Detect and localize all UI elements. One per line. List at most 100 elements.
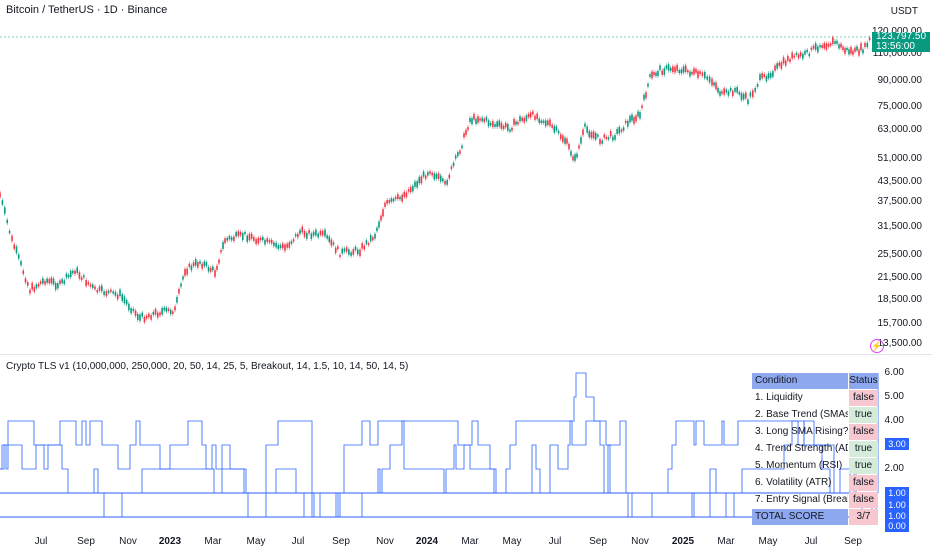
- candle-body: [772, 71, 774, 77]
- candle-body: [31, 282, 33, 290]
- candle-body: [562, 135, 564, 143]
- candle-body: [388, 200, 391, 203]
- candle-body: [471, 118, 473, 125]
- candle-body: [416, 181, 418, 188]
- candle-body: [612, 136, 614, 141]
- pane-divider[interactable]: [0, 354, 932, 355]
- candle-body: [804, 50, 806, 55]
- candle-body: [167, 308, 170, 311]
- candle-body: [315, 229, 317, 236]
- candle-body: [603, 134, 606, 138]
- indicator-tick: 4.00: [884, 415, 904, 426]
- candle-body: [332, 242, 335, 245]
- candle-body: [838, 44, 840, 49]
- candle-body: [823, 43, 826, 49]
- candle-body: [747, 99, 749, 105]
- candle-body: [281, 243, 284, 249]
- candle-body: [727, 91, 730, 96]
- condition-label: 2. Base Trend (SMAs): [755, 409, 848, 420]
- candle-body: [279, 244, 282, 249]
- candle-body: [184, 268, 186, 276]
- candle-body: [431, 172, 433, 176]
- candle-body: [559, 134, 562, 139]
- candle-body: [848, 49, 850, 55]
- price-tick: 18,500.00: [877, 294, 923, 305]
- candle-body: [186, 268, 188, 275]
- candle-body: [527, 113, 530, 118]
- candle-body: [494, 123, 496, 127]
- candle-body: [8, 230, 11, 234]
- candle-body: [255, 239, 257, 245]
- candle-body: [778, 62, 781, 66]
- table-row: 3. Long SMA Rising? false: [752, 424, 878, 441]
- candle-body: [507, 124, 509, 131]
- candle-body: [268, 239, 271, 243]
- candle-body: [418, 176, 421, 184]
- candle-body: [11, 235, 13, 242]
- candle-body: [297, 233, 299, 238]
- candle-body: [549, 119, 551, 126]
- candle-body: [130, 308, 132, 314]
- candle-body: [655, 72, 657, 76]
- price-tick: 25,500.00: [877, 249, 923, 260]
- indicator-value-badge: 0.00: [885, 520, 909, 532]
- candle-body: [665, 65, 668, 69]
- candle-body: [145, 315, 148, 319]
- lightning-icon[interactable]: ⚡: [870, 339, 884, 353]
- candle-body: [192, 262, 195, 266]
- candle-body: [754, 87, 756, 92]
- candle-body: [244, 231, 246, 235]
- candle-body: [76, 267, 79, 273]
- candle-body: [292, 239, 295, 242]
- indicator-legend[interactable]: Crypto TLS v1 (10,000,000, 250,000, 20, …: [6, 361, 409, 372]
- price-tick: 43,500.00: [877, 176, 923, 187]
- candle-body: [433, 173, 436, 180]
- candle-body: [649, 74, 651, 77]
- candle-body: [738, 91, 741, 95]
- candle-body: [427, 172, 429, 176]
- candle-body: [834, 41, 836, 44]
- candle-body: [609, 131, 612, 137]
- indicator-tick: 6.00: [884, 367, 904, 378]
- condition-label: 7. Entry Signal (Breakout): [755, 494, 848, 505]
- candle-body: [590, 132, 593, 138]
- candle-body: [233, 236, 235, 241]
- candle-body: [439, 175, 442, 182]
- candle-body: [701, 72, 704, 76]
- currency-label[interactable]: USDT: [890, 6, 918, 17]
- table-row: 1. Liquidity false: [752, 390, 878, 407]
- candle-body: [663, 68, 666, 75]
- candle-body: [403, 191, 406, 197]
- candle-body: [551, 124, 553, 128]
- candle-body: [586, 126, 588, 133]
- candle-body: [645, 92, 647, 99]
- candle-body: [343, 248, 346, 252]
- candle-body: [667, 64, 670, 71]
- chart-title[interactable]: Bitcoin / TetherUS · 1D · Binance: [6, 4, 168, 16]
- candle-body: [128, 303, 130, 311]
- candle-body: [529, 112, 532, 118]
- candle-body: [176, 296, 178, 303]
- candle-body: [463, 133, 465, 138]
- candle-body: [294, 234, 297, 237]
- candle-body: [680, 69, 683, 74]
- countdown-value: 13:56:00: [876, 41, 915, 52]
- candle-body: [378, 221, 380, 228]
- candle-body: [492, 121, 494, 128]
- header-condition: Condition: [752, 373, 848, 389]
- candle-body: [78, 272, 81, 279]
- time-tick: 2025: [671, 536, 695, 547]
- candle-body: [836, 40, 838, 44]
- candle-body: [424, 175, 427, 179]
- candle-body: [487, 120, 490, 127]
- candle-body: [568, 143, 570, 150]
- candle-body: [57, 283, 59, 289]
- candle-body: [85, 279, 87, 287]
- candle-body: [622, 127, 625, 131]
- candle-body: [159, 312, 161, 316]
- candle-body: [862, 49, 864, 54]
- candle-body: [534, 115, 536, 120]
- candle-body: [363, 245, 366, 250]
- candle-body: [286, 243, 288, 248]
